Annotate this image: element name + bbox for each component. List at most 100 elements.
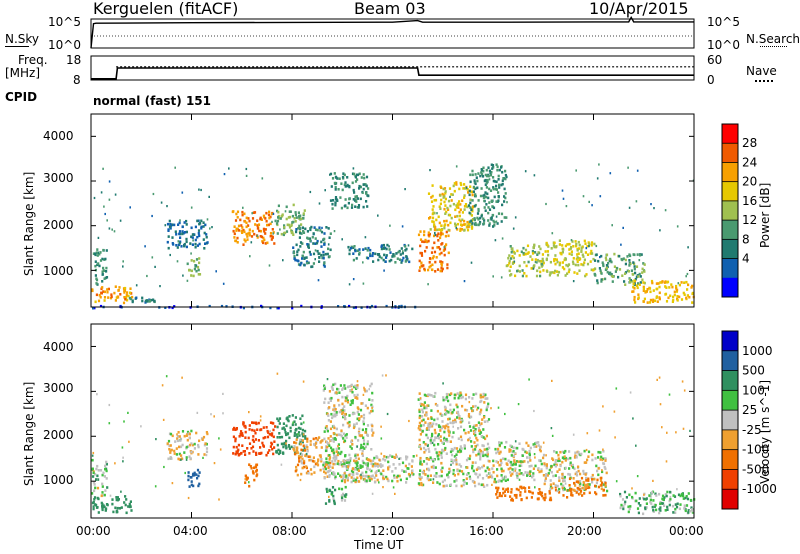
noise-right-tick-top: 10^5 xyxy=(707,15,740,29)
velocity-colorbar-tick-label-5: -100 xyxy=(742,443,769,457)
noise-left-tick-bottom: 10^0 xyxy=(48,38,81,52)
xtick-1: 04:00 xyxy=(173,524,208,538)
velocity-region-4 xyxy=(232,421,277,457)
xtick-2: 08:00 xyxy=(272,524,307,538)
freq-left-tick-bottom: 8 xyxy=(73,73,81,87)
velocity-region-3 xyxy=(187,468,201,488)
power-region-6 xyxy=(274,203,306,237)
power-panel xyxy=(90,113,695,310)
velocity-colorbar-swatch-4 xyxy=(722,410,738,431)
freq-right-tick-bottom: 0 xyxy=(707,73,715,87)
power-region-9 xyxy=(347,243,414,264)
power-colorbar-swatch-0 xyxy=(722,124,738,144)
velocity-region-9 xyxy=(342,454,415,484)
velocity-region-12 xyxy=(495,485,569,502)
power-colorbar-swatch-6 xyxy=(722,239,738,259)
power-region-3 xyxy=(166,219,209,250)
noise-left-tick-top: 10^5 xyxy=(48,15,81,29)
power-background xyxy=(91,114,694,307)
beam-label: Beam 03 xyxy=(354,0,426,18)
power-region-7 xyxy=(292,225,332,269)
nsearch-label: N.Search xyxy=(746,32,800,46)
vel-ytick-3000: 3000 xyxy=(43,381,74,395)
nsky-label: N.Sky xyxy=(5,32,40,46)
velocity-region-2 xyxy=(166,429,209,461)
velocity-colorbar-swatch-2 xyxy=(722,370,738,391)
power-colorbar-swatch-3 xyxy=(722,181,738,202)
power-scatter xyxy=(93,163,695,288)
power-region-4 xyxy=(186,257,202,278)
power-region-1 xyxy=(92,248,109,286)
power-region-16 xyxy=(631,279,695,304)
velocity-region-11 xyxy=(488,440,546,484)
power-ytick-3000: 3000 xyxy=(43,171,74,185)
vel-ytick-1000: 1000 xyxy=(43,473,74,487)
noise-frame xyxy=(90,18,695,49)
power-colorbar-tick-label-6: 4 xyxy=(742,252,750,266)
power-colorbar-tick-label-1: 24 xyxy=(742,155,757,169)
velocity-region-5 xyxy=(244,463,259,488)
xtick-0: 00:00 xyxy=(76,524,111,538)
cpid-label: CPID xyxy=(5,90,38,104)
vel-ytick-4000: 4000 xyxy=(43,340,74,354)
freq-unit-label: [MHz] xyxy=(5,66,41,80)
power-colorbar-tick-label-4: 12 xyxy=(742,213,757,227)
power-colorbar-swatch-2 xyxy=(722,162,738,183)
x-axis-label: Time UT xyxy=(354,538,404,552)
noise-right-tick-bottom: 10^0 xyxy=(707,38,740,52)
velocity-scatter xyxy=(91,372,691,501)
velocity-colorbar-swatch-8 xyxy=(722,489,738,510)
power-colorbar-frame xyxy=(721,123,739,298)
xtick-5: 20:00 xyxy=(567,524,602,538)
freq-line xyxy=(91,67,694,80)
velocity-colorbar-tick-label-0: 1000 xyxy=(742,344,773,358)
velocity-region-16 xyxy=(324,485,348,506)
power-ytick-1000: 1000 xyxy=(43,264,74,278)
freq-label: Freq. xyxy=(18,53,48,67)
power-colorbar-swatch-8 xyxy=(722,277,738,298)
power-colorbar-tick-label-3: 16 xyxy=(742,194,757,208)
power-ylabel: Slant Range [km] xyxy=(22,171,36,276)
velocity-panel xyxy=(90,323,696,519)
power-region-11 xyxy=(427,181,475,232)
velocity-colorbar-swatch-3 xyxy=(722,390,738,411)
xtick-3: 12:00 xyxy=(370,524,405,538)
colorbars: 28 24 20 16 12 8 4 1000 500 100 25 -25 -100 -500 -1000 xyxy=(721,123,777,510)
power-region-0 xyxy=(91,285,134,305)
power-region-2 xyxy=(128,296,156,304)
power-colorbar-swatch-7 xyxy=(722,258,738,279)
power-region-15 xyxy=(593,252,646,287)
velocity-colorbar-label: Velocity [m s^-1] xyxy=(758,379,772,484)
power-colorbar-swatch-4 xyxy=(722,200,738,221)
nave-legend-line xyxy=(755,80,773,82)
velocity-colorbar-tick-label-7: -1000 xyxy=(742,482,777,496)
power-colorbar-swatch-5 xyxy=(722,220,738,240)
xtick-6: 00:00 xyxy=(669,524,704,538)
power-region-5 xyxy=(231,210,276,246)
vel-ytick-2000: 2000 xyxy=(43,428,74,442)
velocity-region-0 xyxy=(91,495,133,515)
freq-frame xyxy=(90,55,695,81)
power-ytick-2000: 2000 xyxy=(43,218,74,232)
power-region-14 xyxy=(544,239,596,278)
freq-left-tick-top: 18 xyxy=(66,53,82,67)
nsky-line xyxy=(90,15,694,49)
power-region-10 xyxy=(417,230,450,273)
velocity-region-14 xyxy=(568,476,607,497)
cpid-value: normal (fast) 151 xyxy=(93,94,211,108)
power-colorbar-tick-label-5: 8 xyxy=(742,232,750,246)
velocity-colorbar-tick-label-4: -25 xyxy=(742,423,762,437)
power-colorbar-tick-label-0: 28 xyxy=(742,136,757,150)
velocity-colorbar-swatch-1 xyxy=(722,350,738,372)
velocity-colorbar-swatch-6 xyxy=(722,449,738,470)
velocity-colorbar-tick-label-2: 100 xyxy=(742,383,765,397)
freq-right-tick-top: 60 xyxy=(707,53,723,67)
nsky-legend-line xyxy=(5,46,29,47)
power-region-8 xyxy=(329,172,370,210)
velocity-colorbar-tick-label-1: 500 xyxy=(742,364,765,378)
frequency-panel xyxy=(90,55,695,81)
velocity-colorbar-swatch-0 xyxy=(722,331,738,352)
power-colorbar-swatch-1 xyxy=(722,143,738,163)
velocity-colorbar-tick-label-6: -500 xyxy=(742,462,769,476)
